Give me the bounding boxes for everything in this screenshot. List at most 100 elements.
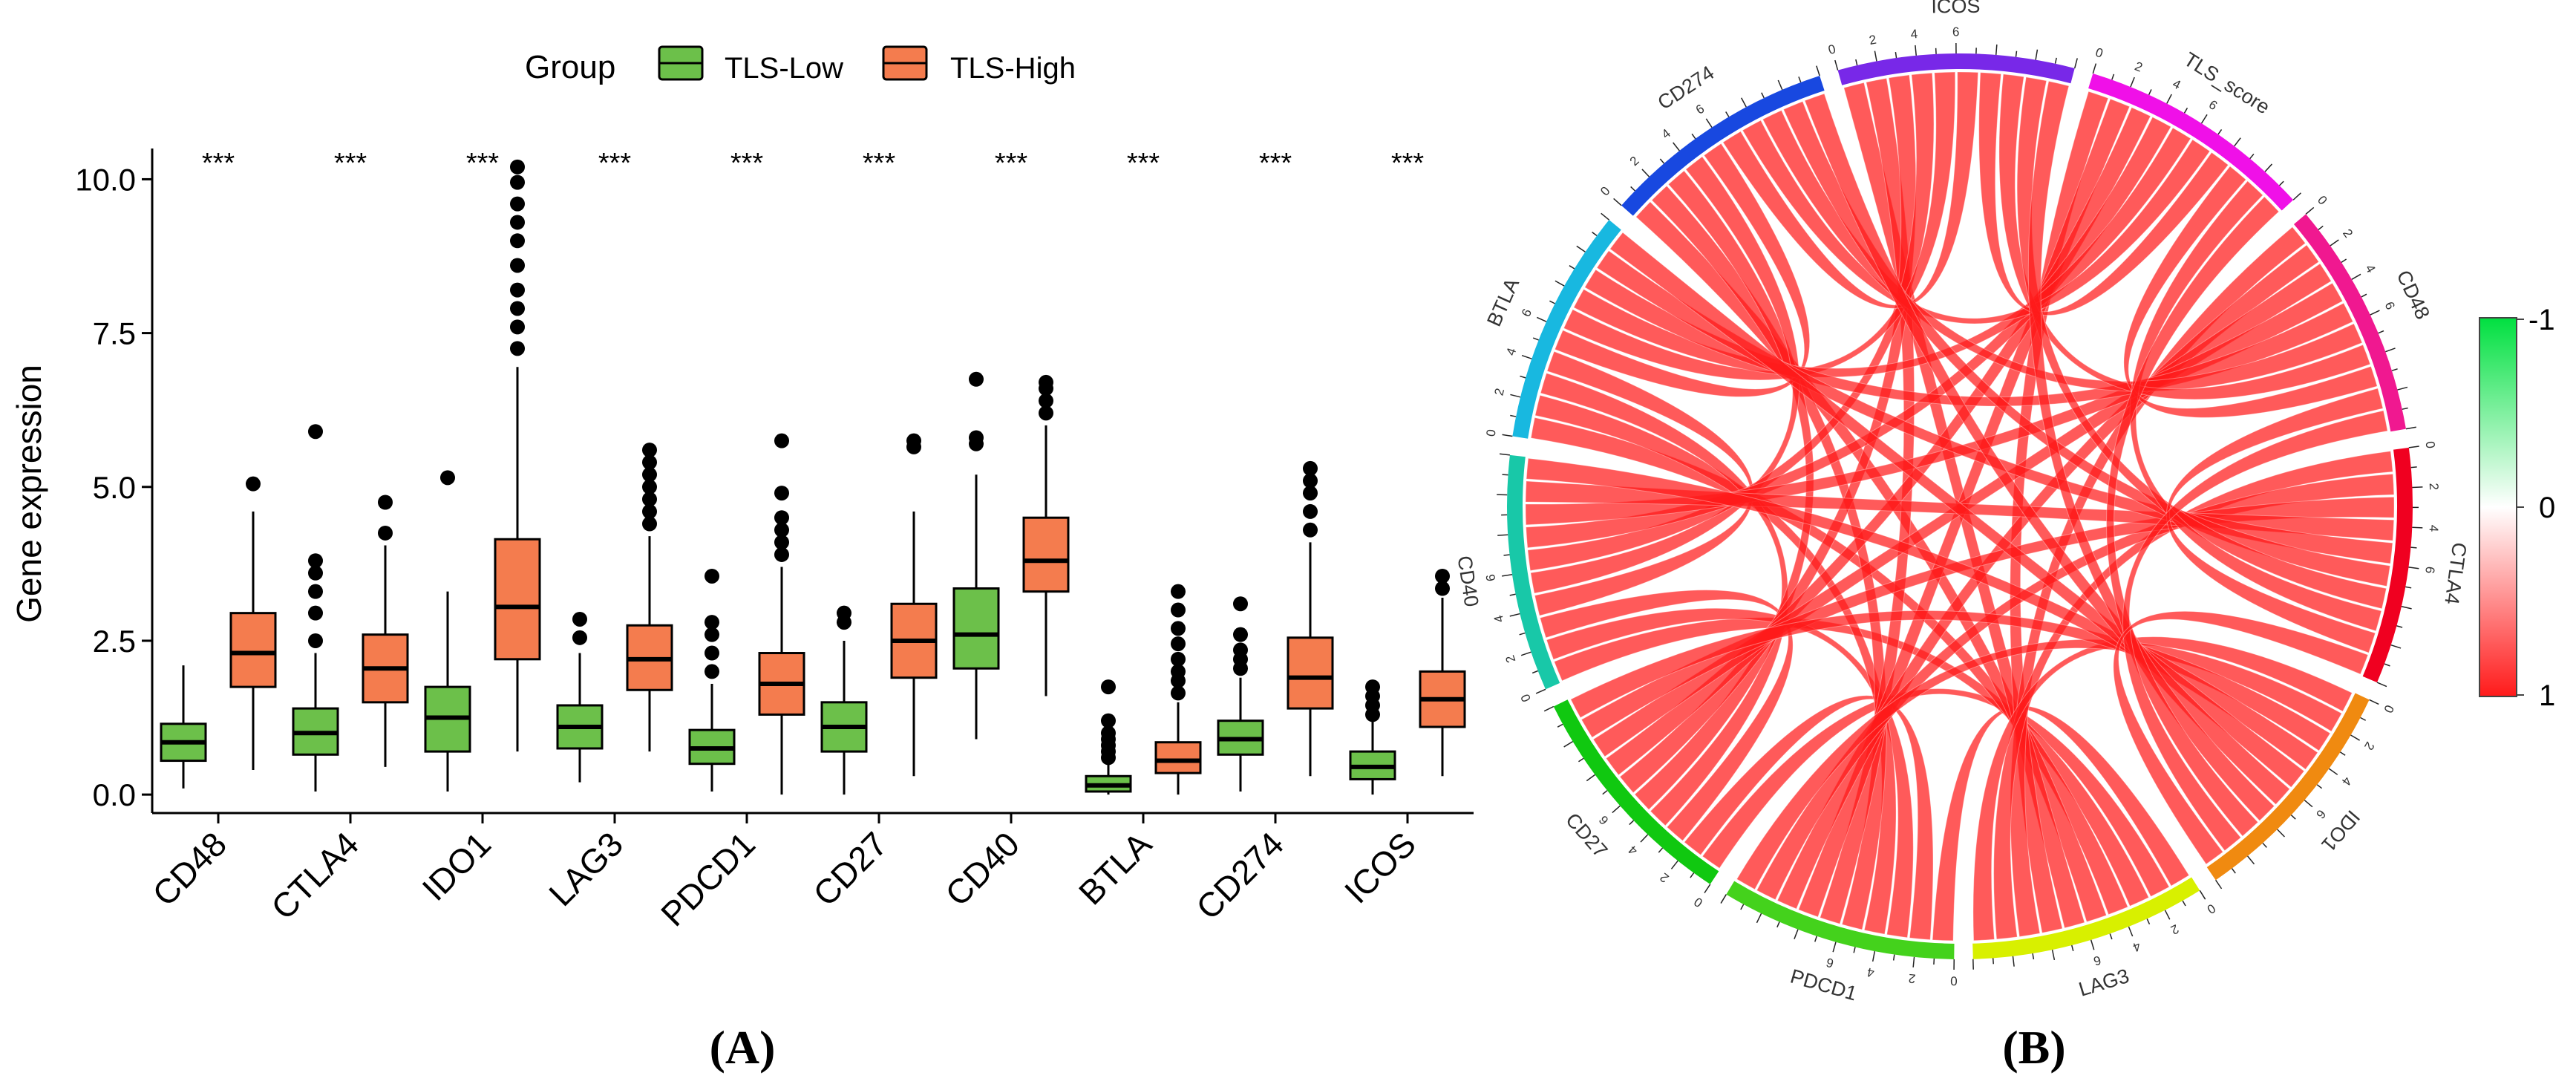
- sector-tick-label: 0: [1484, 428, 1499, 437]
- sector-tick: [1832, 941, 1837, 953]
- sector-tick: [2051, 949, 2056, 961]
- outlier-point: [705, 615, 719, 630]
- chord-CD48-CTLA4: [2165, 388, 2384, 653]
- sector-tick: [1725, 111, 1730, 117]
- sector-tick: [1892, 954, 1895, 961]
- sector-tick: [1519, 632, 1526, 636]
- sector-tick: [1510, 394, 1521, 398]
- sector-CTLA4: [2362, 447, 2413, 683]
- outlier-point: [1303, 486, 1318, 501]
- sector-tick: [2341, 258, 2347, 263]
- sector-tick: [2369, 699, 2379, 705]
- sector-tick: [1578, 757, 1584, 763]
- sector-tick: [2277, 829, 2285, 838]
- sector-tick: [1777, 79, 1783, 91]
- sector-tick-label: 4: [2131, 939, 2142, 954]
- sector-tick: [1895, 51, 1897, 59]
- sector-LAG3: [1972, 877, 2200, 959]
- sector-tick: [2408, 446, 2419, 448]
- sector-tick: [2405, 426, 2416, 430]
- sector-tick: [2183, 107, 2188, 114]
- x-tick-label: IDO1: [414, 824, 498, 908]
- x-tick-label: CD48: [145, 824, 234, 913]
- outlier-point: [1233, 627, 1248, 642]
- outlier-point: [1233, 596, 1248, 612]
- sector-CD27: [1553, 699, 1719, 884]
- sector-tick: [2090, 939, 2095, 950]
- sector-tick: [2401, 606, 2412, 610]
- chord-CD274-ICOS: [1722, 71, 1979, 309]
- outlier-point: [642, 454, 657, 470]
- chord-BTLA-CD274: [1554, 143, 1811, 397]
- sector-tick: [2408, 567, 2419, 570]
- x-tick-label: BTLA: [1071, 824, 1159, 912]
- chord-CD274-IDO1: [1804, 93, 2290, 806]
- outlier-point: [246, 476, 261, 492]
- significance-label: ***: [466, 148, 500, 179]
- sector-tick: [2164, 910, 2171, 920]
- outlier-point: [705, 664, 719, 679]
- outlier-point: [510, 258, 525, 273]
- sector-tick-label: 0: [1598, 184, 1612, 199]
- sector-CD48: [2293, 214, 2406, 432]
- sector-tick-label: 6: [1952, 25, 1960, 39]
- sector-tick: [1502, 474, 1508, 476]
- sector-tick-label: 0: [2315, 193, 2330, 207]
- colorbar-label-bottom: 1: [2539, 679, 2555, 712]
- chord-CD27-CD40: [1539, 590, 1794, 841]
- sector-tick: [2128, 926, 2134, 937]
- sector-tick: [1536, 316, 1547, 322]
- significance-label: ***: [598, 148, 632, 179]
- sector-tick: [1501, 574, 1513, 577]
- sector-tick: [2111, 74, 2115, 80]
- outlier-point: [510, 159, 525, 174]
- sector-tick-label: 4: [2339, 774, 2355, 789]
- significance-label: ***: [1391, 148, 1425, 179]
- outlier-point: [1233, 642, 1248, 658]
- outlier-point: [510, 233, 525, 249]
- sector-tick: [2351, 273, 2361, 280]
- sector-tick: [1641, 169, 1650, 177]
- sector-tick: [2035, 49, 2039, 60]
- sector-tick: [2166, 94, 2172, 104]
- sector-tick: [1794, 929, 1799, 940]
- sector-tick: [1592, 231, 1598, 236]
- sector-tick: [1704, 884, 1711, 894]
- box-tls-high: [494, 538, 541, 661]
- chord-TLS_score-IDO1: [2106, 196, 2280, 837]
- chord-LAG3-IDO1: [1972, 636, 2353, 941]
- legend: Group TLS-Low TLS-High: [525, 45, 1076, 85]
- y-tick-label: 7.5: [93, 316, 136, 351]
- sector-IDO1: [2206, 693, 2370, 881]
- sector-tick: [2109, 933, 2113, 940]
- sector-tick-label: 4: [2171, 76, 2183, 92]
- sector-tick: [2092, 63, 2097, 74]
- significance-label: ***: [1127, 148, 1160, 179]
- sector-label-LAG3: LAG3: [2076, 965, 2132, 1001]
- significance-label: ***: [730, 148, 764, 179]
- outlier-point: [1039, 393, 1053, 408]
- outlier-point: [969, 371, 984, 387]
- sector-tick: [2200, 114, 2208, 124]
- chord-CD48-IDO1: [2122, 410, 2388, 852]
- outlier-point: [1171, 584, 1186, 599]
- outlier-point: [308, 565, 323, 581]
- sector-tick: [2370, 310, 2380, 316]
- sector-tick: [2402, 407, 2408, 410]
- sector-tick: [2350, 734, 2360, 741]
- sector-tick: [1670, 860, 1678, 869]
- sector-tick: [1874, 50, 1877, 62]
- sector-label-CD40: CD40: [1453, 554, 1482, 608]
- sector-tick: [1576, 245, 1586, 252]
- outlier-point: [308, 633, 323, 648]
- outlier-point: [774, 535, 789, 550]
- sector-TLS_score: [2088, 73, 2294, 211]
- outlier-point: [1171, 636, 1186, 652]
- sector-tick: [2305, 206, 2315, 215]
- outlier-point: [1171, 651, 1186, 667]
- sector-tick: [1532, 337, 1539, 341]
- sector-tick: [2385, 347, 2396, 353]
- outlier-point: [308, 605, 323, 621]
- chord-CD40-BTLA: [1534, 350, 1754, 616]
